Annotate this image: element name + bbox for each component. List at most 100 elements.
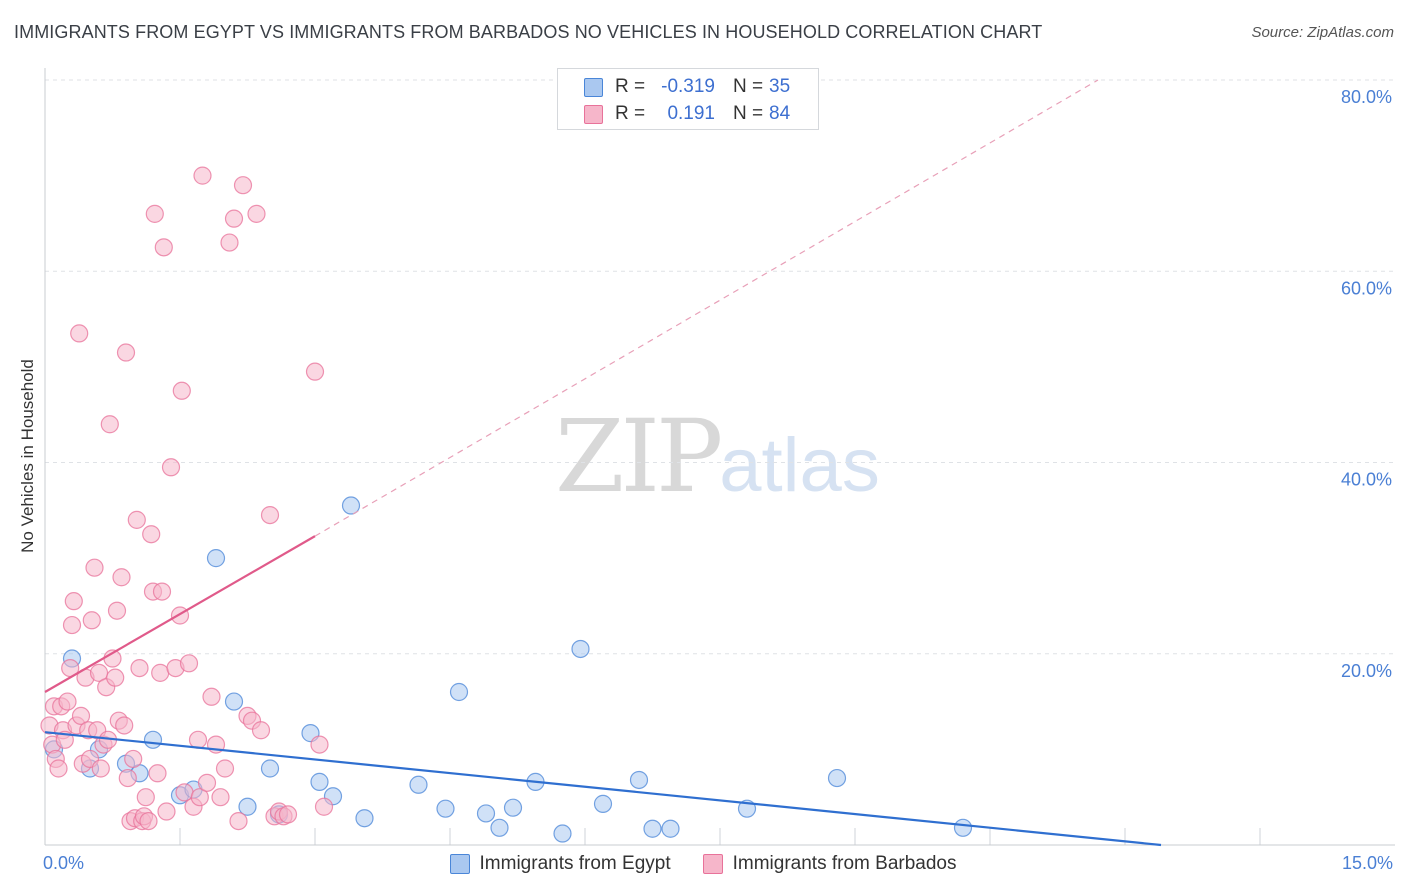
legend-label-barbados: Immigrants from Barbados xyxy=(732,853,957,874)
barbados-point xyxy=(233,176,253,195)
legend-r-value: 0.191 xyxy=(667,103,715,124)
egypt-point xyxy=(661,819,680,838)
barbados-point xyxy=(278,805,298,824)
egypt-point xyxy=(224,692,244,711)
egypt-point xyxy=(436,799,455,818)
egypt-point xyxy=(449,682,469,702)
watermark: ZIPatlas xyxy=(555,398,880,515)
barbados-point xyxy=(224,209,244,228)
legend-item-egypt[interactable]: Immigrants from Egypt xyxy=(449,853,671,875)
barbados-point xyxy=(100,415,119,434)
egypt-point xyxy=(238,797,257,816)
legend-r-label: R = xyxy=(615,103,646,124)
chart-source: Source: ZipAtlas.com xyxy=(1251,24,1394,41)
egypt-point xyxy=(476,804,496,823)
x-tick-label: 15.0% xyxy=(1342,853,1393,873)
barbados-point xyxy=(145,204,164,223)
barbados-point xyxy=(151,663,170,682)
egypt-trendline xyxy=(44,731,1162,847)
barbados-point xyxy=(115,716,134,735)
legend-n-label: N = xyxy=(733,76,764,97)
barbados-point xyxy=(229,811,248,831)
legend-item-barbados[interactable]: Immigrants from Barbados xyxy=(702,853,957,875)
barbados-point xyxy=(193,166,212,185)
egypt-point xyxy=(310,772,329,791)
barbados-point xyxy=(112,568,131,587)
barbados-point xyxy=(188,730,208,749)
barbados-point xyxy=(136,788,155,807)
barbados-trendline-extension xyxy=(314,79,1099,537)
egypt-point xyxy=(553,824,572,843)
egypt-point xyxy=(206,549,226,568)
barbados-trendline xyxy=(44,535,316,693)
barbados-point xyxy=(310,735,329,754)
stats-legend: R = -0.319 N = 35 R = 0.191 N = 84 xyxy=(557,68,819,130)
legend-swatch-barbados xyxy=(702,854,723,874)
barbados-point xyxy=(260,505,280,525)
egypt-point xyxy=(953,818,973,837)
barbados-point xyxy=(62,615,82,635)
legend-label-egypt: Immigrants from Egypt xyxy=(479,853,671,874)
legend-swatch-egypt xyxy=(584,77,603,97)
y-tick-label: 40.0% xyxy=(1341,470,1392,490)
barbados-point xyxy=(70,324,89,343)
egypt-point xyxy=(355,809,374,828)
barbados-point xyxy=(106,668,125,687)
barbados-point xyxy=(215,759,235,778)
barbados-point xyxy=(251,721,271,740)
egypt-point xyxy=(409,775,428,794)
barbados-point xyxy=(197,773,217,792)
barbados-point xyxy=(211,788,230,807)
barbados-point xyxy=(179,654,199,673)
legend-swatch-barbados xyxy=(584,104,603,124)
barbados-point xyxy=(142,525,161,544)
egypt-point xyxy=(593,794,613,813)
barbados-point xyxy=(305,362,325,381)
barbados-point xyxy=(161,458,181,477)
barbados-point xyxy=(139,811,158,831)
chart-title: IMMIGRANTS FROM EGYPT VS IMMIGRANTS FROM… xyxy=(14,22,1043,42)
legend-r-label: R = xyxy=(615,76,646,97)
legend-n-label: N = xyxy=(733,103,764,124)
legend-row-egypt: R = -0.319 N = 35 xyxy=(584,75,790,99)
barbados-point xyxy=(58,692,77,711)
legend-n-value: 84 xyxy=(769,103,791,124)
legend-n-value: 35 xyxy=(769,76,791,97)
y-tick-label: 20.0% xyxy=(1341,661,1392,681)
y-tick-label: 80.0% xyxy=(1341,87,1392,107)
barbados-point xyxy=(116,343,136,362)
barbados-point xyxy=(130,658,149,678)
barbados-point xyxy=(107,601,127,620)
barbados-point xyxy=(118,768,137,788)
series-legend: Immigrants from Egypt Immigrants from Ba… xyxy=(0,852,1406,876)
egypt-point xyxy=(341,496,361,515)
watermark-atlas: atlas xyxy=(719,423,880,508)
egypt-point xyxy=(571,639,590,659)
egypt-point xyxy=(827,768,847,788)
barbados-point xyxy=(220,233,239,252)
x-tick-label: 0.0% xyxy=(43,853,84,873)
legend-swatch-egypt xyxy=(449,854,470,874)
egypt-point xyxy=(503,798,523,817)
barbados-point xyxy=(154,238,173,257)
barbados-point xyxy=(82,611,101,630)
egypt-point xyxy=(260,759,280,778)
barbados-point xyxy=(64,592,83,611)
barbados-point xyxy=(157,802,176,821)
watermark-zip: ZIP xyxy=(555,398,723,515)
legend-row-barbados: R = 0.191 N = 84 xyxy=(584,102,790,126)
egypt-point xyxy=(629,770,649,790)
barbados-point xyxy=(127,510,146,529)
egypt-point xyxy=(643,819,662,838)
barbados-point xyxy=(202,687,221,706)
barbados-point xyxy=(71,706,91,726)
barbados-point xyxy=(314,797,334,816)
barbados-point xyxy=(172,381,191,400)
barbados-point xyxy=(124,749,143,769)
barbados-point xyxy=(49,759,68,778)
barbados-point xyxy=(247,204,266,223)
legend-r-value: -0.319 xyxy=(661,76,715,97)
barbados-point xyxy=(152,582,172,601)
egypt-point xyxy=(143,730,163,749)
